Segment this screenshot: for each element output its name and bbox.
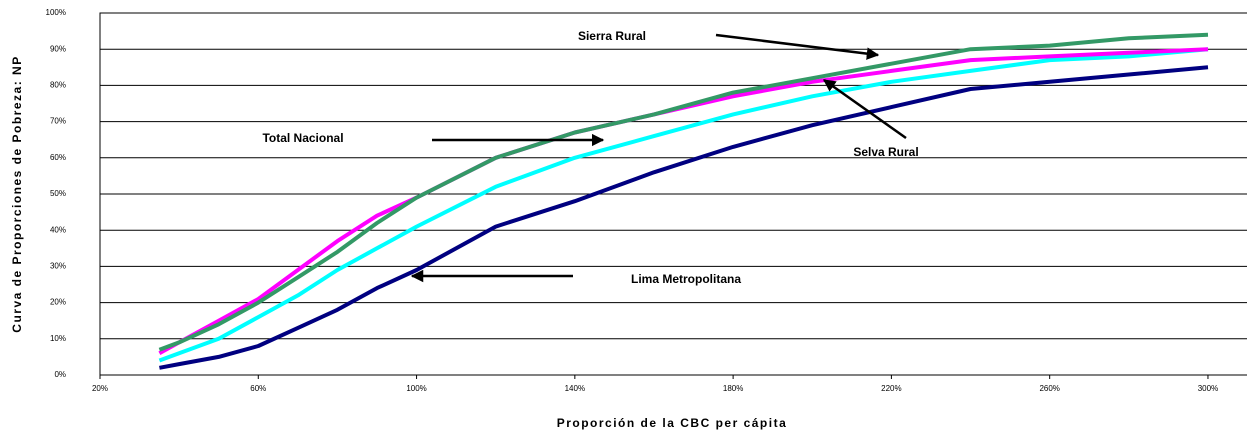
y-tick-label: 60% [50,153,66,162]
x-tick-label: 140% [565,384,585,393]
annotation: Sierra Rural [578,29,646,43]
x-tick-label: 220% [881,384,901,393]
x-tick-label: 100% [406,384,426,393]
x-tick-label: 300% [1198,384,1218,393]
y-tick-label: 100% [46,8,66,17]
y-tick-label: 20% [50,298,66,307]
y-tick-label: 30% [50,262,66,271]
annotation: Lima Metropolitana [631,272,741,286]
y-tick-label: 10% [50,334,66,343]
y-tick-label: 70% [50,117,66,126]
line-series [158,47,1209,363]
x-tick-label: 60% [250,384,266,393]
annotation: Total Nacional [262,131,343,145]
x-tick-label: 20% [92,384,108,393]
y-tick-label: 50% [50,189,66,198]
line-series [159,65,1209,370]
y-tick-label: 90% [50,44,66,53]
line-series [158,32,1209,352]
x-tick-label: 180% [723,384,743,393]
x-axis-title: Proporción de la CBC per cápita [557,416,788,430]
annotation: Selva Rural [853,145,918,159]
arrow [822,78,907,140]
y-tick-label: 40% [50,225,66,234]
y-tick-label: 80% [50,81,66,90]
y-tick-label: 0% [54,370,66,379]
arrows [410,33,907,283]
y-axis-title: Curva de Proporciones de Pobreza: NP [10,55,24,332]
x-tick-label: 260% [1039,384,1059,393]
arrow [715,33,880,60]
